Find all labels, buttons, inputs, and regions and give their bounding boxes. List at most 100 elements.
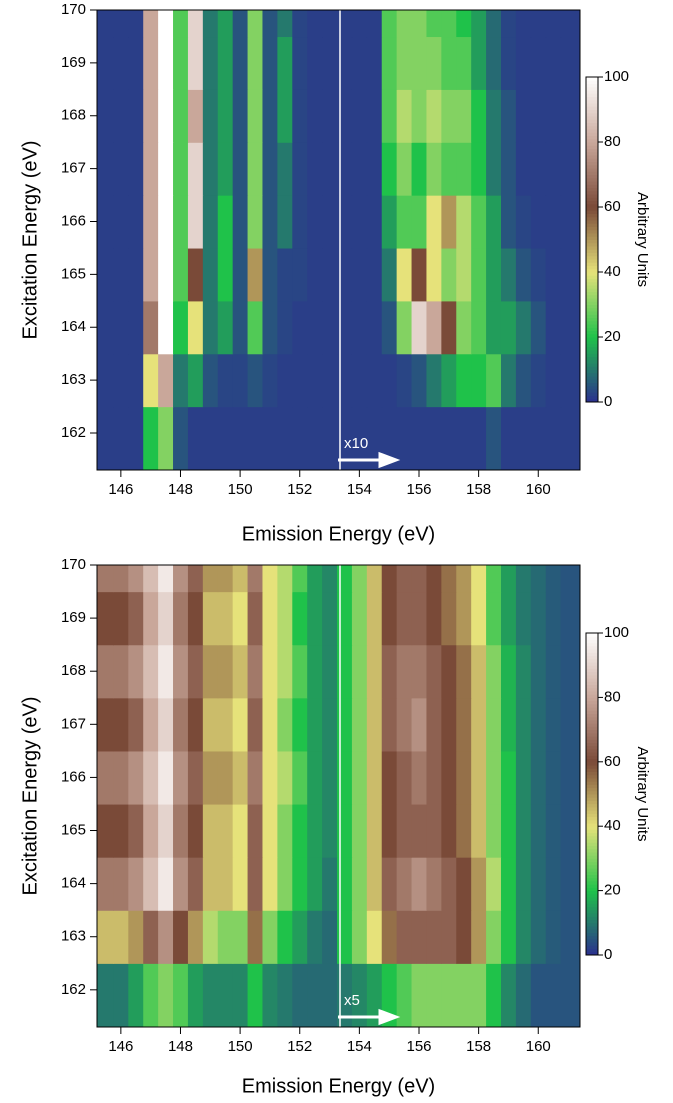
- heatmap-cell: [426, 750, 442, 805]
- heatmap-cell: [381, 195, 398, 249]
- heatmap-cell: [426, 910, 442, 964]
- heatmap-cell: [471, 353, 487, 408]
- heatmap-cell: [411, 247, 428, 302]
- heatmap-cell: [247, 89, 264, 143]
- colorbar-slice: [586, 800, 598, 805]
- colorbar-slice: [586, 382, 598, 387]
- heatmap-cell: [471, 857, 487, 911]
- heatmap-cell: [97, 963, 114, 1027]
- heatmap-cell: [247, 910, 264, 964]
- heatmap-cell: [381, 963, 398, 1027]
- heatmap-cell: [396, 36, 413, 90]
- heatmap-cell: [322, 142, 338, 196]
- colorbar-slice: [586, 389, 598, 393]
- heatmap-cell: [307, 89, 323, 143]
- heatmap-cell: [322, 195, 338, 249]
- x-tick-label: 148: [168, 1038, 193, 1055]
- colorbar-slice: [586, 819, 598, 824]
- heatmap-cell: [515, 247, 532, 302]
- colorbar-slice: [586, 880, 598, 885]
- heatmap-cell: [500, 565, 517, 593]
- heatmap-cell: [337, 36, 353, 90]
- heatmap-cell: [97, 89, 114, 143]
- heatmap-cell: [441, 565, 457, 593]
- colorbar-frame: [585, 632, 599, 956]
- heatmap-cell: [128, 803, 144, 858]
- heatmap-cell: [366, 697, 383, 752]
- heatmap-cell: [97, 565, 114, 593]
- heatmap-cell: [396, 857, 413, 911]
- heatmap-cell: [441, 142, 457, 196]
- heatmap-cell: [515, 565, 532, 593]
- heatmap-cell: [187, 195, 204, 249]
- heatmap-cell: [307, 300, 323, 355]
- colorbar-slice: [586, 330, 598, 335]
- heatmap-cell: [426, 10, 442, 38]
- heatmap-cell: [277, 963, 293, 1027]
- heatmap-cell: [262, 36, 278, 90]
- colorbar-frame: [585, 76, 599, 403]
- heatmap-cell: [292, 10, 308, 38]
- heatmap-cell: [337, 644, 353, 699]
- heatmap-cell: [441, 803, 457, 858]
- heatmap-cell: [217, 591, 234, 646]
- heatmap-cell: [277, 300, 293, 355]
- heatmap-cell: [351, 644, 368, 699]
- heatmap-cell: [545, 142, 562, 196]
- heatmap-cell: [351, 36, 368, 90]
- colorbar-slice: [586, 190, 598, 195]
- heatmap-cell: [366, 195, 383, 249]
- heatmap-cell: [173, 750, 189, 805]
- heatmap-cell: [113, 353, 129, 408]
- heatmap-cell: [381, 10, 398, 38]
- heatmap-cell: [247, 565, 264, 593]
- colorbar-slice: [586, 161, 598, 166]
- colorbar-slice: [586, 945, 598, 950]
- heatmap-cell: [113, 89, 129, 143]
- colorbar-slice: [586, 668, 598, 673]
- heatmap-cell: [351, 353, 368, 408]
- colorbar-slice: [586, 884, 598, 888]
- colorbar-slice: [586, 855, 598, 859]
- heatmap-cell: [515, 89, 532, 143]
- y-tick-label: 166: [61, 768, 86, 785]
- heatmap-cell: [262, 750, 278, 805]
- heatmap-cell: [232, 10, 249, 38]
- heatmap-cell: [441, 697, 457, 752]
- y-tick-label: 170: [61, 556, 86, 573]
- heatmap-cell: [187, 300, 204, 355]
- heatmap-cell: [471, 697, 487, 752]
- heatmap-cell: [560, 697, 580, 752]
- heatmap-cell: [545, 565, 562, 593]
- colorbar-slice: [586, 320, 598, 325]
- heatmap-cell: [158, 406, 174, 470]
- heatmap-cell: [515, 750, 532, 805]
- heatmap-cell: [232, 89, 249, 143]
- colorbar-slice: [586, 369, 598, 374]
- colorbar-slice: [586, 938, 598, 943]
- colorbar-slice: [586, 135, 598, 140]
- colorbar-slice: [586, 729, 598, 734]
- heatmap-cell: [366, 750, 383, 805]
- heatmap-cell: [158, 697, 174, 752]
- heatmap-cell: [202, 89, 219, 143]
- colorbar-slice: [586, 197, 598, 201]
- heatmap-cell: [560, 142, 580, 196]
- x-tick-label: 152: [287, 481, 312, 498]
- heatmap-cell: [202, 247, 219, 302]
- heatmap-cell: [351, 803, 368, 858]
- colorbar-slice: [586, 366, 598, 370]
- heatmap-cell: [381, 857, 398, 911]
- heatmap-cell: [545, 10, 562, 38]
- heatmap-cell: [173, 195, 189, 249]
- heatmap-cell: [530, 89, 547, 143]
- heatmap-cell: [292, 142, 308, 196]
- heatmap-cell: [143, 300, 159, 355]
- heatmap-cell: [530, 406, 547, 470]
- heatmap-cell: [217, 10, 234, 38]
- heatmap-cell: [307, 142, 323, 196]
- heatmap-cell: [560, 857, 580, 911]
- heatmap-cell: [247, 644, 264, 699]
- heatmap-cell: [441, 591, 457, 646]
- colorbar-tick-label: 20: [604, 882, 621, 899]
